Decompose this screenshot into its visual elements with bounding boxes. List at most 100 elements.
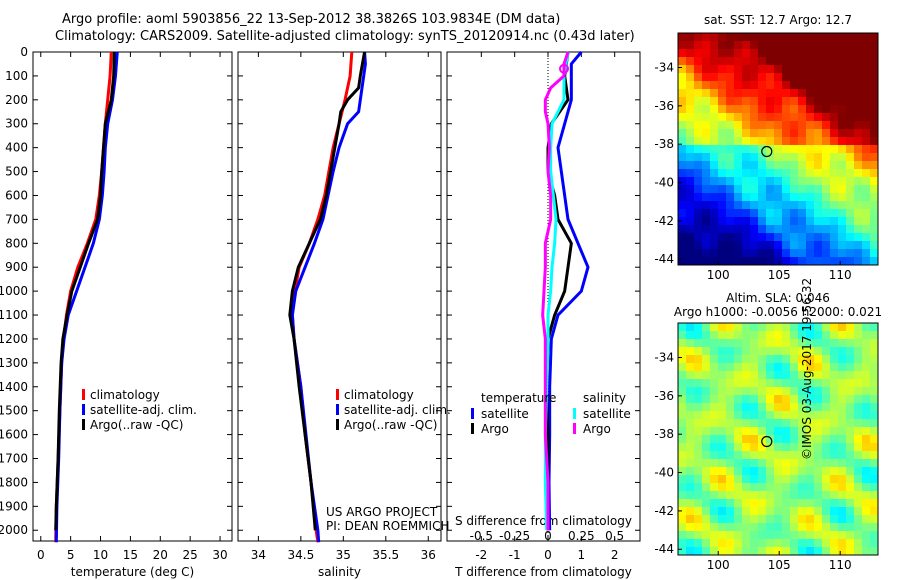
map-cell bbox=[870, 209, 878, 217]
map-cell bbox=[870, 539, 878, 547]
map-cell bbox=[846, 89, 854, 97]
map-cell bbox=[846, 33, 854, 41]
map-cell bbox=[718, 395, 726, 403]
map-cell bbox=[686, 113, 694, 121]
map-cell bbox=[806, 185, 814, 193]
map-cell bbox=[686, 217, 694, 225]
map-cell bbox=[862, 331, 870, 339]
map-cell bbox=[846, 161, 854, 169]
map-cell bbox=[758, 483, 766, 491]
map-cell bbox=[806, 169, 814, 177]
map-cell bbox=[758, 363, 766, 371]
map-cell bbox=[710, 113, 718, 121]
map-cell bbox=[750, 57, 758, 65]
x-tick-label: 35 bbox=[336, 548, 351, 562]
map-cell bbox=[862, 347, 870, 355]
map-cell bbox=[862, 145, 870, 153]
map-cell bbox=[758, 65, 766, 73]
map-cell bbox=[846, 97, 854, 105]
map-cell bbox=[750, 443, 758, 451]
map-cell bbox=[742, 547, 750, 555]
map-cell bbox=[758, 193, 766, 201]
y-tick-label: 100 bbox=[5, 69, 28, 83]
map-cell bbox=[846, 257, 854, 265]
x-tick-label: 36 bbox=[421, 548, 436, 562]
map-cell bbox=[774, 193, 782, 201]
map-cell bbox=[854, 531, 862, 539]
map-cell bbox=[750, 363, 758, 371]
map-cell bbox=[710, 371, 718, 379]
map-cell bbox=[678, 379, 686, 387]
map-cell bbox=[718, 523, 726, 531]
map-cell bbox=[830, 49, 838, 57]
map-cell bbox=[854, 193, 862, 201]
map-cell bbox=[822, 451, 830, 459]
map-cell bbox=[702, 137, 710, 145]
map-cell bbox=[766, 483, 774, 491]
map-cell bbox=[822, 459, 830, 467]
map-cell bbox=[710, 225, 718, 233]
series-climatology bbox=[290, 51, 354, 543]
map-cell bbox=[790, 217, 798, 225]
map-cell bbox=[870, 49, 878, 57]
map-cell bbox=[702, 33, 710, 41]
map-cell bbox=[758, 113, 766, 121]
map-cell bbox=[734, 539, 742, 547]
map-cell bbox=[790, 339, 798, 347]
map-cell bbox=[742, 225, 750, 233]
map-cell bbox=[854, 217, 862, 225]
map-cell bbox=[710, 121, 718, 129]
map-cell bbox=[790, 347, 798, 355]
map-cell bbox=[702, 97, 710, 105]
legend-swatch bbox=[573, 423, 576, 434]
map-cell bbox=[758, 217, 766, 225]
map-cell bbox=[806, 81, 814, 89]
map-cell bbox=[790, 363, 798, 371]
map-cell bbox=[814, 121, 822, 129]
map-cell bbox=[822, 539, 830, 547]
map-cell bbox=[814, 225, 822, 233]
map-cell bbox=[766, 347, 774, 355]
map-cell bbox=[774, 233, 782, 241]
map-cell bbox=[750, 531, 758, 539]
map-cell bbox=[742, 105, 750, 113]
x2-axis-label: S difference from climatology bbox=[455, 514, 632, 528]
map-y-tick-label: -44 bbox=[654, 542, 674, 556]
map-cell bbox=[750, 347, 758, 355]
y-tick-label: 1700 bbox=[0, 452, 28, 466]
map-cell bbox=[678, 161, 686, 169]
map-cell bbox=[862, 257, 870, 265]
map-cell bbox=[862, 387, 870, 395]
map-cell bbox=[734, 371, 742, 379]
map-cell bbox=[846, 233, 854, 241]
map-cell bbox=[862, 523, 870, 531]
map-cell bbox=[758, 129, 766, 137]
map-cell bbox=[830, 217, 838, 225]
map-cell bbox=[710, 459, 718, 467]
map-cell bbox=[694, 105, 702, 113]
map-cell bbox=[830, 89, 838, 97]
map-cell bbox=[838, 81, 846, 89]
x-tick-label: 1 bbox=[578, 548, 586, 562]
map-cell bbox=[766, 387, 774, 395]
map-cell bbox=[862, 169, 870, 177]
map-cell bbox=[686, 241, 694, 249]
map-cell bbox=[742, 161, 750, 169]
map-cell bbox=[766, 491, 774, 499]
map-cell bbox=[782, 209, 790, 217]
map-cell bbox=[790, 467, 798, 475]
map-cell bbox=[766, 49, 774, 57]
map-cell bbox=[726, 483, 734, 491]
map-cell bbox=[790, 459, 798, 467]
map-cell bbox=[790, 435, 798, 443]
map-cell bbox=[830, 411, 838, 419]
map-cell bbox=[678, 483, 686, 491]
map-cell bbox=[838, 241, 846, 249]
map-cell bbox=[798, 331, 806, 339]
map-cell bbox=[766, 249, 774, 257]
map-cell bbox=[718, 331, 726, 339]
map-cell bbox=[782, 81, 790, 89]
map-cell bbox=[798, 491, 806, 499]
map-cell bbox=[782, 169, 790, 177]
map-cell bbox=[758, 49, 766, 57]
